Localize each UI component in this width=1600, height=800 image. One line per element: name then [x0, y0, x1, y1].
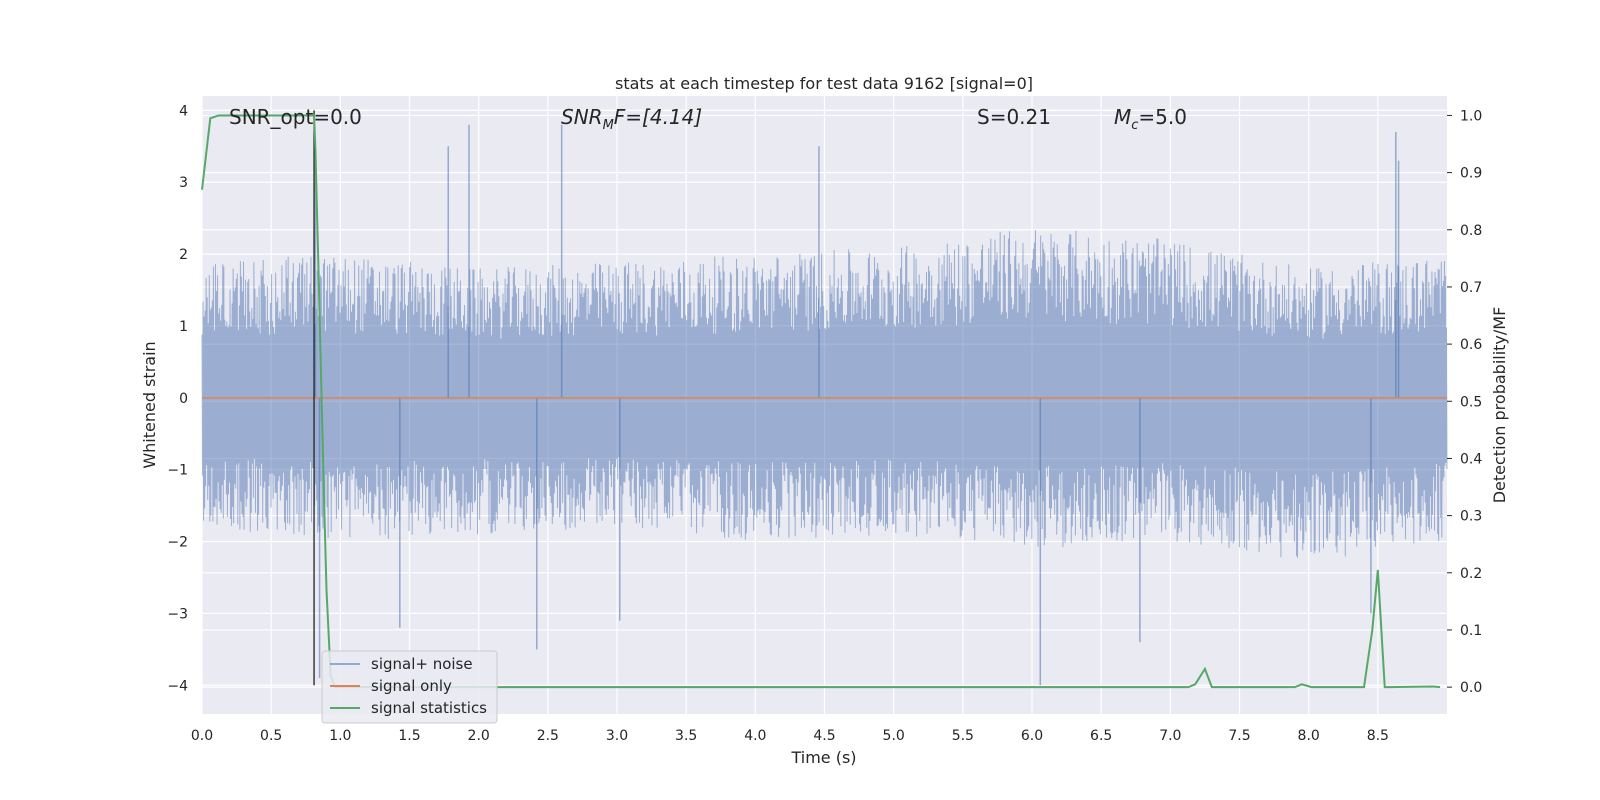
x-tick-label: 1.5: [398, 728, 420, 744]
left-tick-label: −4: [167, 678, 188, 694]
legend: signal+ noise signal only signal statist…: [321, 650, 498, 724]
annotation-snr-mf: SNRMF=[4.14]: [561, 105, 702, 133]
legend-label-signal-statistics: signal statistics: [371, 699, 487, 717]
x-tick-label: 7.5: [1228, 728, 1250, 744]
x-axis-tick-labels: 0.0 0.5 1.0 1.5 2.0 2.5 3.0 3.5 4.0 4.5 5.0 5.5 6.0 6…: [191, 728, 1389, 744]
annotation-snr-mf-subscript: M: [603, 118, 614, 133]
legend-label-signal-only: signal only: [371, 677, 452, 695]
annotation-snr-mf-symbol: SNR: [561, 105, 603, 129]
x-tick-label: 6.5: [1090, 728, 1112, 744]
x-tick-label: 1.0: [329, 728, 351, 744]
x-tick-label: 4.0: [744, 728, 766, 744]
annotation-mc-symbol: M: [1114, 105, 1131, 129]
x-tick-label: 2.5: [537, 728, 559, 744]
left-tick-label: −1: [167, 463, 188, 479]
x-tick-label: 8.5: [1367, 728, 1389, 744]
left-axis-tick-labels: 4 3 2 1 0 −1 −2 −3 −4: [167, 103, 188, 694]
x-tick-label: 5.5: [952, 728, 974, 744]
left-tick-label: 0: [179, 391, 188, 407]
annotation-snr-mf-rest: F=[4.14]: [614, 105, 702, 129]
right-tick-label: 0.3: [1460, 509, 1482, 525]
left-tick-label: 3: [179, 175, 188, 191]
x-tick-label: 3.5: [675, 728, 697, 744]
right-tick-label: 0.6: [1460, 337, 1482, 353]
x-tick-label: 8.0: [1298, 728, 1320, 744]
x-tick-label: 0.0: [191, 728, 213, 744]
annotation-s-value: S=0.21: [977, 105, 1051, 129]
right-tick-label: 0.5: [1460, 394, 1482, 410]
right-axis-label: Detection probability/MF: [1490, 307, 1509, 504]
right-axis-tick-labels: 1.0 0.9 0.8 0.7 0.6 0.5 0.4 0.3 0.2 0.1 0.0: [1447, 108, 1482, 696]
right-tick-label: 0.2: [1460, 566, 1482, 582]
annotation-mc-subscript: c: [1131, 118, 1138, 133]
legend-label-signal-noise: signal+ noise: [371, 655, 473, 673]
x-tick-label: 3.0: [606, 728, 628, 744]
right-tick-label: 0.9: [1460, 166, 1482, 182]
annotation-mc-rest: =5.0: [1138, 105, 1187, 129]
right-tick-label: 1.0: [1460, 108, 1482, 124]
right-tick-label: 0.0: [1460, 680, 1482, 696]
chart-title: stats at each timestep for test data 916…: [615, 74, 1033, 93]
annotation-mc: Mc=5.0: [1114, 105, 1187, 133]
x-tick-label: 4.5: [813, 728, 835, 744]
legend-box: [321, 650, 498, 724]
right-tick-label: 0.4: [1460, 451, 1482, 467]
left-tick-label: 4: [179, 103, 188, 119]
left-axis-label: Whitened strain: [140, 341, 159, 468]
right-tick-label: 0.1: [1460, 623, 1482, 639]
series-signal-noise: [201, 124, 1448, 686]
x-tick-label: 0.5: [260, 728, 282, 744]
left-tick-label: −2: [167, 535, 188, 551]
x-axis-label: Time (s): [790, 748, 856, 767]
right-tick-label: 0.7: [1460, 280, 1482, 296]
left-tick-label: 1: [179, 319, 188, 335]
annotation-snr-opt: SNR_opt=0.0: [229, 105, 362, 129]
noise-trace: [201, 230, 1448, 558]
x-tick-label: 7.0: [1159, 728, 1181, 744]
x-tick-label: 2.0: [468, 728, 490, 744]
x-tick-label: 5.0: [883, 728, 905, 744]
left-tick-label: 2: [179, 247, 188, 263]
left-tick-label: −3: [167, 606, 188, 622]
right-tick-label: 0.8: [1460, 223, 1482, 239]
x-tick-label: 6.0: [1021, 728, 1043, 744]
